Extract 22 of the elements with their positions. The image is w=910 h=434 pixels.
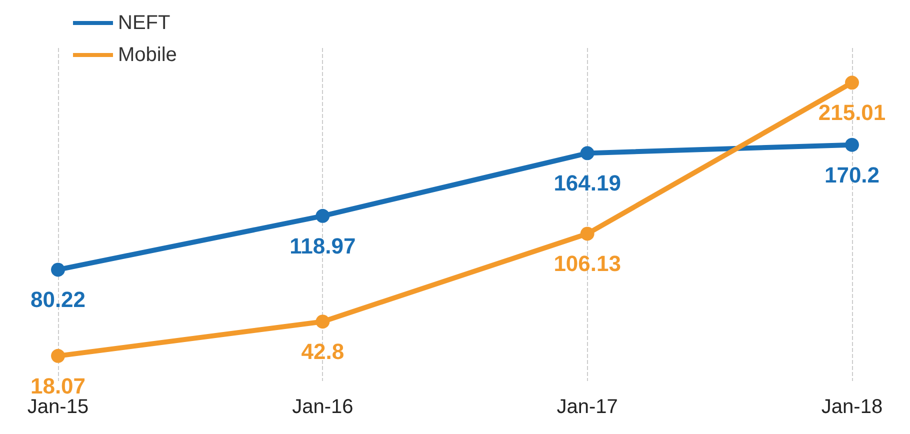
legend-label: Mobile xyxy=(118,44,177,66)
point xyxy=(845,76,859,90)
data-label: 118.97 xyxy=(290,233,356,258)
legend-label: NEFT xyxy=(118,12,170,34)
data-label: 170.2 xyxy=(824,162,880,188)
data-label: 42.8 xyxy=(301,339,344,364)
data-label: 215.01 xyxy=(818,100,886,126)
x-tick-label: Jan-18 xyxy=(821,396,883,418)
point xyxy=(580,146,594,160)
point xyxy=(51,348,65,363)
data-label: 80.22 xyxy=(30,287,86,312)
point xyxy=(316,208,330,223)
data-label: 106.13 xyxy=(554,251,621,276)
point xyxy=(51,262,65,277)
point xyxy=(316,314,330,329)
x-tick-label: Jan-15 xyxy=(27,396,89,418)
point xyxy=(580,226,594,241)
x-tick-label: Jan-17 xyxy=(556,396,618,418)
x-tick-label: Jan-16 xyxy=(292,396,354,418)
point xyxy=(845,138,859,152)
data-label: 18.07 xyxy=(30,373,86,398)
data-label: 164.19 xyxy=(554,170,621,196)
